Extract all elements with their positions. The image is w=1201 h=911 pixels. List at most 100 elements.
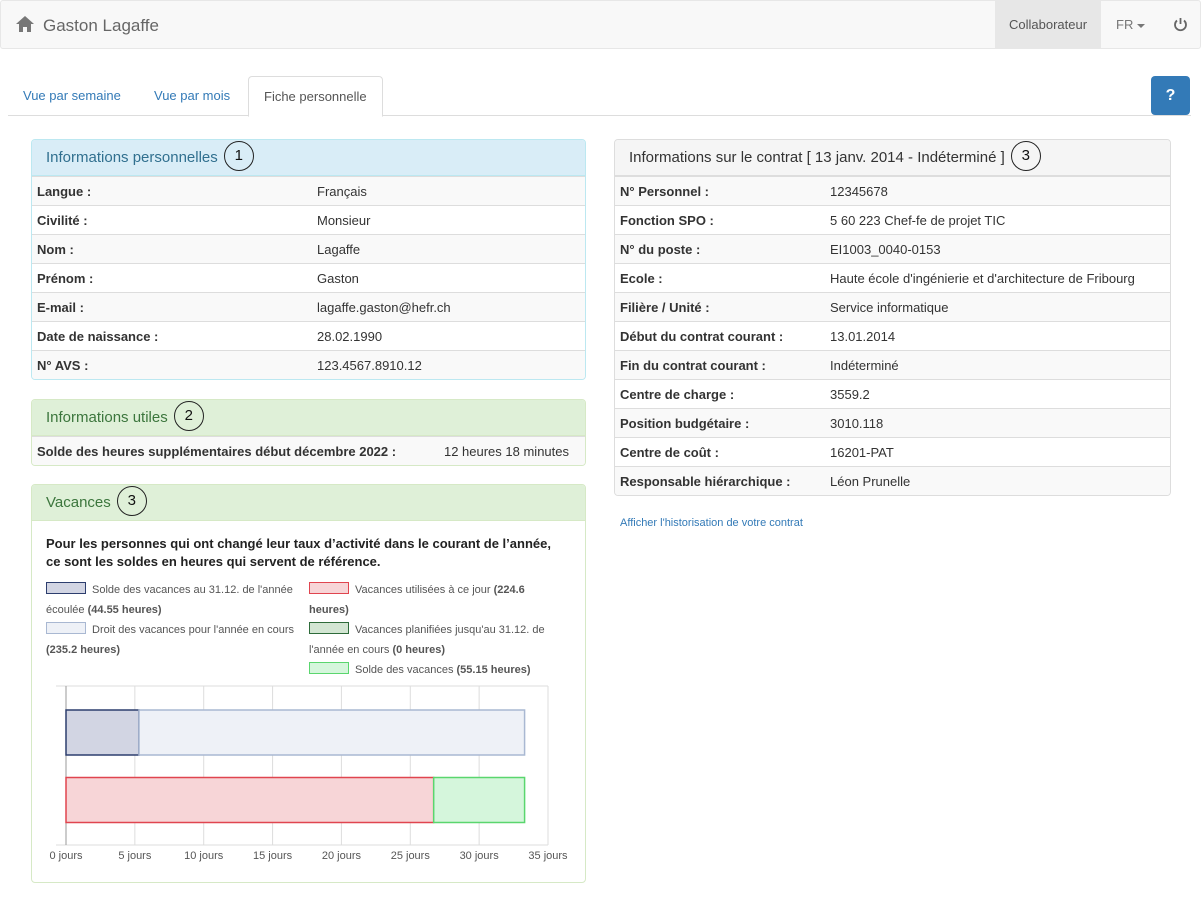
legend-item: Vacances planifiées jusqu'au 31.12. de l…: [309, 620, 559, 660]
x-tick-label: 35 jours: [528, 850, 568, 862]
badge: 2: [173, 401, 204, 432]
row-value: 123.4567.8910.12: [312, 350, 585, 379]
info-row: N° Personnel :12345678: [615, 176, 1170, 206]
panel-title: Informations personnelles: [46, 149, 218, 166]
row-label: Ecole :: [615, 263, 825, 293]
row-value: Haute école d'ingénierie et d'architectu…: [825, 263, 1170, 293]
legend-detail: (0 heures): [392, 644, 446, 656]
row-value: lagaffe.gaston@hefr.ch: [312, 292, 585, 322]
badge: 3: [116, 486, 147, 517]
panel-header: Informations sur le contrat [ 13 janv. 2…: [615, 140, 1170, 176]
row-value: 13.01.2014: [825, 321, 1170, 351]
info-row: Centre de coût :16201-PAT: [615, 437, 1170, 467]
info-row: Position budgétaire :3010.118: [615, 408, 1170, 438]
row-value: Français: [312, 176, 585, 206]
legend-swatch: [46, 582, 86, 594]
info-row: N° AVS :123.4567.8910.12: [32, 350, 585, 379]
badge: 3: [1010, 141, 1041, 172]
power-icon[interactable]: [1173, 17, 1188, 32]
legend-detail: (235.2 heures): [46, 644, 120, 656]
row-label: Nom :: [32, 234, 312, 264]
row-label: Langue :: [32, 176, 312, 206]
legend-swatch: [309, 662, 349, 674]
bar: [432, 776, 526, 824]
tab-active[interactable]: Fiche personnelle: [248, 76, 383, 117]
row-label: Fonction SPO :: [615, 205, 825, 235]
x-tick-label: 0 jours: [49, 850, 83, 862]
info-row: Langue : Français: [32, 176, 585, 206]
info-row: Centre de charge :3559.2: [615, 379, 1170, 409]
legend-label: Vacances utilisées à ce jour: [355, 584, 491, 596]
legend-swatch: [46, 622, 86, 634]
x-tick-label: 15 jours: [253, 850, 293, 862]
x-tick-label: 25 jours: [391, 850, 431, 862]
row-label: Début du contrat courant :: [615, 321, 825, 351]
legend-label: Vacances planifiées jusqu'au 31.12. de l…: [309, 624, 545, 656]
info-table: N° Personnel :12345678 Fonction SPO :5 60…: [615, 176, 1170, 495]
row-value: 16201-PAT: [825, 437, 1170, 467]
x-tick-label: 5 jours: [118, 850, 152, 862]
row-label: N° Personnel :: [615, 176, 825, 206]
history-link[interactable]: Afficher l'historisation de votre contra…: [620, 517, 803, 529]
legend-item: Solde des vacances (55.15 heures): [309, 660, 559, 680]
row-value: 12345678: [825, 176, 1170, 206]
legend-label: Solde des vacances: [355, 664, 454, 676]
info-row: Début du contrat courant :13.01.2014: [615, 321, 1170, 351]
row-value: Gaston: [312, 263, 585, 293]
personal-panel: Informations personnelles 1 Langue : Franç…: [31, 139, 586, 380]
info-row: Prénom : Gaston: [32, 263, 585, 293]
panel-header: Vacances 3: [32, 485, 585, 521]
tabs-border: [8, 115, 1191, 116]
bar: [138, 709, 526, 756]
row-value: Indéterminé: [825, 350, 1170, 380]
bar: [65, 776, 435, 824]
row-label: Solde des heures supplémentaires début d…: [32, 436, 429, 465]
help-button[interactable]: ?: [1151, 76, 1190, 115]
row-label: N° AVS :: [32, 350, 312, 379]
home-icon[interactable]: [15, 15, 35, 33]
panel-title: Informations utiles: [46, 409, 168, 426]
user-menu[interactable]: Collaborateur: [995, 1, 1102, 48]
panel-header: Informations utiles 2: [32, 400, 585, 436]
info-row: Nom : Lagaffe: [32, 234, 585, 264]
x-tick-label: 10 jours: [184, 850, 224, 862]
row-label: Prénom :: [32, 263, 312, 293]
row-label: Fin du contrat courant :: [615, 350, 825, 380]
vacation-intro: Pour les personnes qui ont changé leur t…: [46, 536, 551, 569]
row-value: 5 60 223 Chef-fe de projet TIC: [825, 205, 1170, 235]
row-label: Date de naissance :: [32, 321, 312, 351]
info-row: Civilité : Monsieur: [32, 205, 585, 235]
row-label: Centre de coût :: [615, 437, 825, 467]
row-value: Lagaffe: [312, 234, 585, 264]
bar: [65, 709, 140, 756]
row-label: Centre de charge :: [615, 379, 825, 409]
row-value: 28.02.1990: [312, 321, 585, 351]
vacation-chart: 0 jours 5 jours 10 jours 15 jours 20 jours 25…: [49, 685, 568, 862]
info-row: Filière / Unité : Service informatique: [615, 292, 1170, 322]
navbar: Gaston Lagaffe Collaborateur FR: [0, 0, 1201, 49]
row-label: N° du poste :: [615, 234, 825, 264]
tab[interactable]: Vue par mois: [154, 88, 231, 103]
language-menu[interactable]: FR: [1102, 1, 1159, 48]
tab[interactable]: Vue par semaine: [23, 88, 121, 103]
brand[interactable]: Gaston Lagaffe: [43, 16, 159, 35]
row-label: Civilité :: [32, 205, 312, 235]
info-row: Fin du contrat courant : Indéterminé: [615, 350, 1170, 380]
info-row: E-mail : lagaffe.gaston@hefr.ch: [32, 292, 585, 322]
info-row: Responsable hiérarchique : Léon Prunelle: [615, 466, 1170, 495]
row-label: Responsable hiérarchique :: [615, 466, 825, 495]
row-value: EI1003_0040-0153: [825, 234, 1170, 264]
row-value: 12 heures 18 minutes: [428, 436, 585, 465]
legend-detail: (55.15 heures): [456, 664, 531, 676]
legend-swatch: [309, 622, 349, 634]
info-row: Solde des heures supplémentaires début d…: [32, 436, 585, 465]
info-row: Fonction SPO :5 60 223 Chef-fe de projet…: [615, 205, 1170, 235]
language: FR: [1116, 17, 1134, 32]
info-row: Ecole : Haute école d'ingénierie et d'arc…: [615, 263, 1170, 293]
row-value: Monsieur: [312, 205, 585, 235]
legend-item: Solde des vacances au 31.12. de l'année …: [46, 580, 306, 620]
row-value: Service informatique: [825, 292, 1170, 322]
legend-detail: (44.55 heures): [87, 604, 162, 616]
row-value: Léon Prunelle: [825, 466, 1170, 495]
legend-item: Droit des vacances pour l'année en cours…: [46, 620, 306, 660]
